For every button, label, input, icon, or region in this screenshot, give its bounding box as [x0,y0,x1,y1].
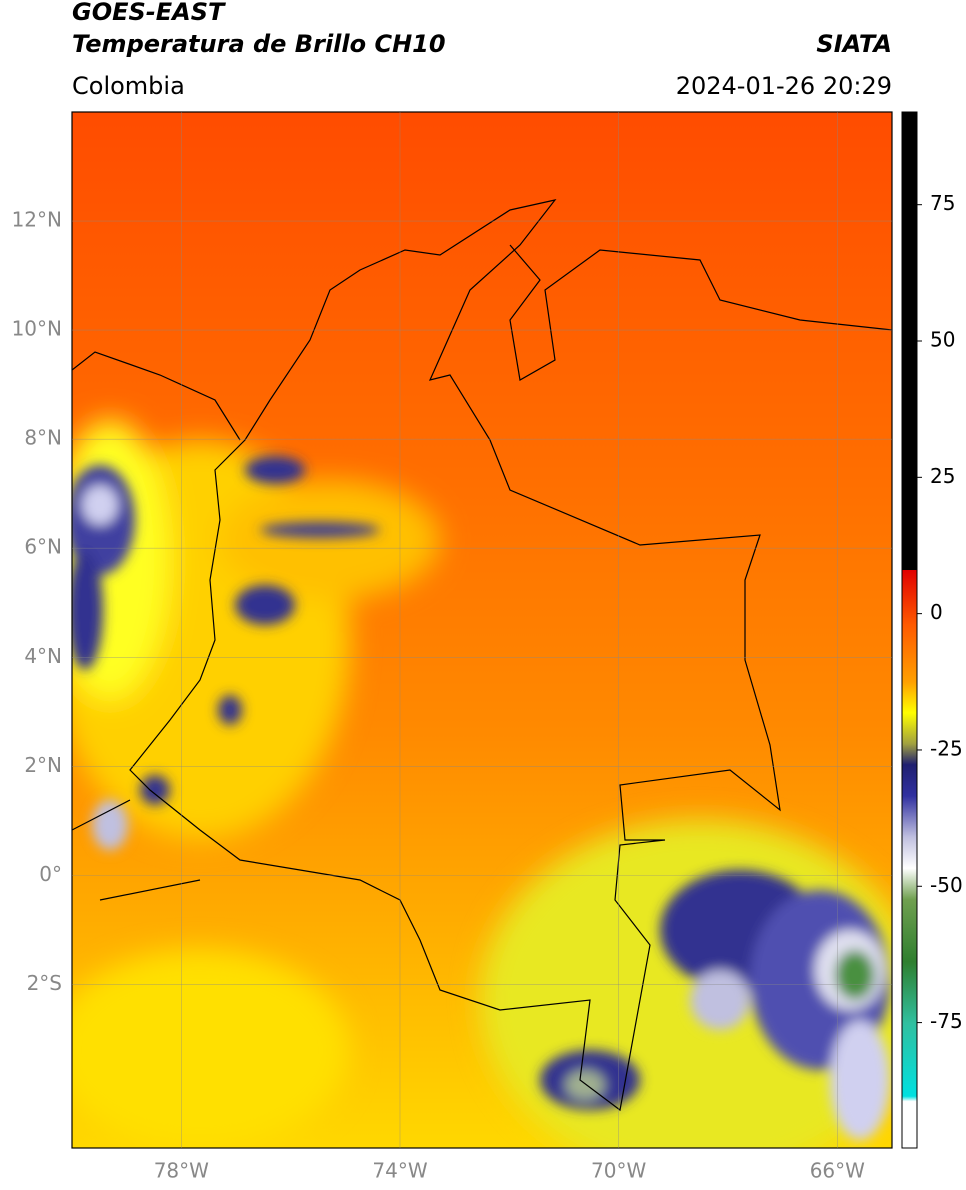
colorbar-tick-label: 25 [930,464,955,488]
lat-tick-label: 2°N [24,753,62,777]
source: SIATA [816,30,892,58]
map-frame [71,111,893,1149]
lat-tick-label: 12°N [12,208,62,232]
region: Colombia [72,72,185,100]
lon-tick-label: 70°W [591,1159,646,1183]
colorbar-tick-label: 75 [930,191,955,215]
colorbar-tick-label: 50 [930,328,955,352]
colorbar-tick-label: 0 [930,600,943,624]
lat-tick-label: 6°N [24,535,62,559]
lon-tick-label: 78°W [154,1159,209,1183]
colorbar-tick-label: -50 [930,873,963,897]
title: GOES-EAST [72,0,226,26]
colorbar-tick-label: -25 [930,736,963,760]
datetime: 2024-01-26 20:29 [676,72,892,100]
lat-tick-label: 4°N [24,644,62,668]
title: Temperatura de Brillo CH10 [72,30,446,58]
lat-tick-label: 10°N [12,317,62,341]
lon-tick-label: 66°W [810,1159,865,1183]
lat-tick-label: 2°S [27,971,62,995]
lat-tick-label: 8°N [24,426,62,450]
map-image [72,112,892,1148]
lat-tick-label: 0° [39,862,62,886]
colorbar-tick-label: -75 [930,1009,963,1033]
colorbar [901,111,918,1149]
lon-tick-label: 74°W [372,1159,427,1183]
